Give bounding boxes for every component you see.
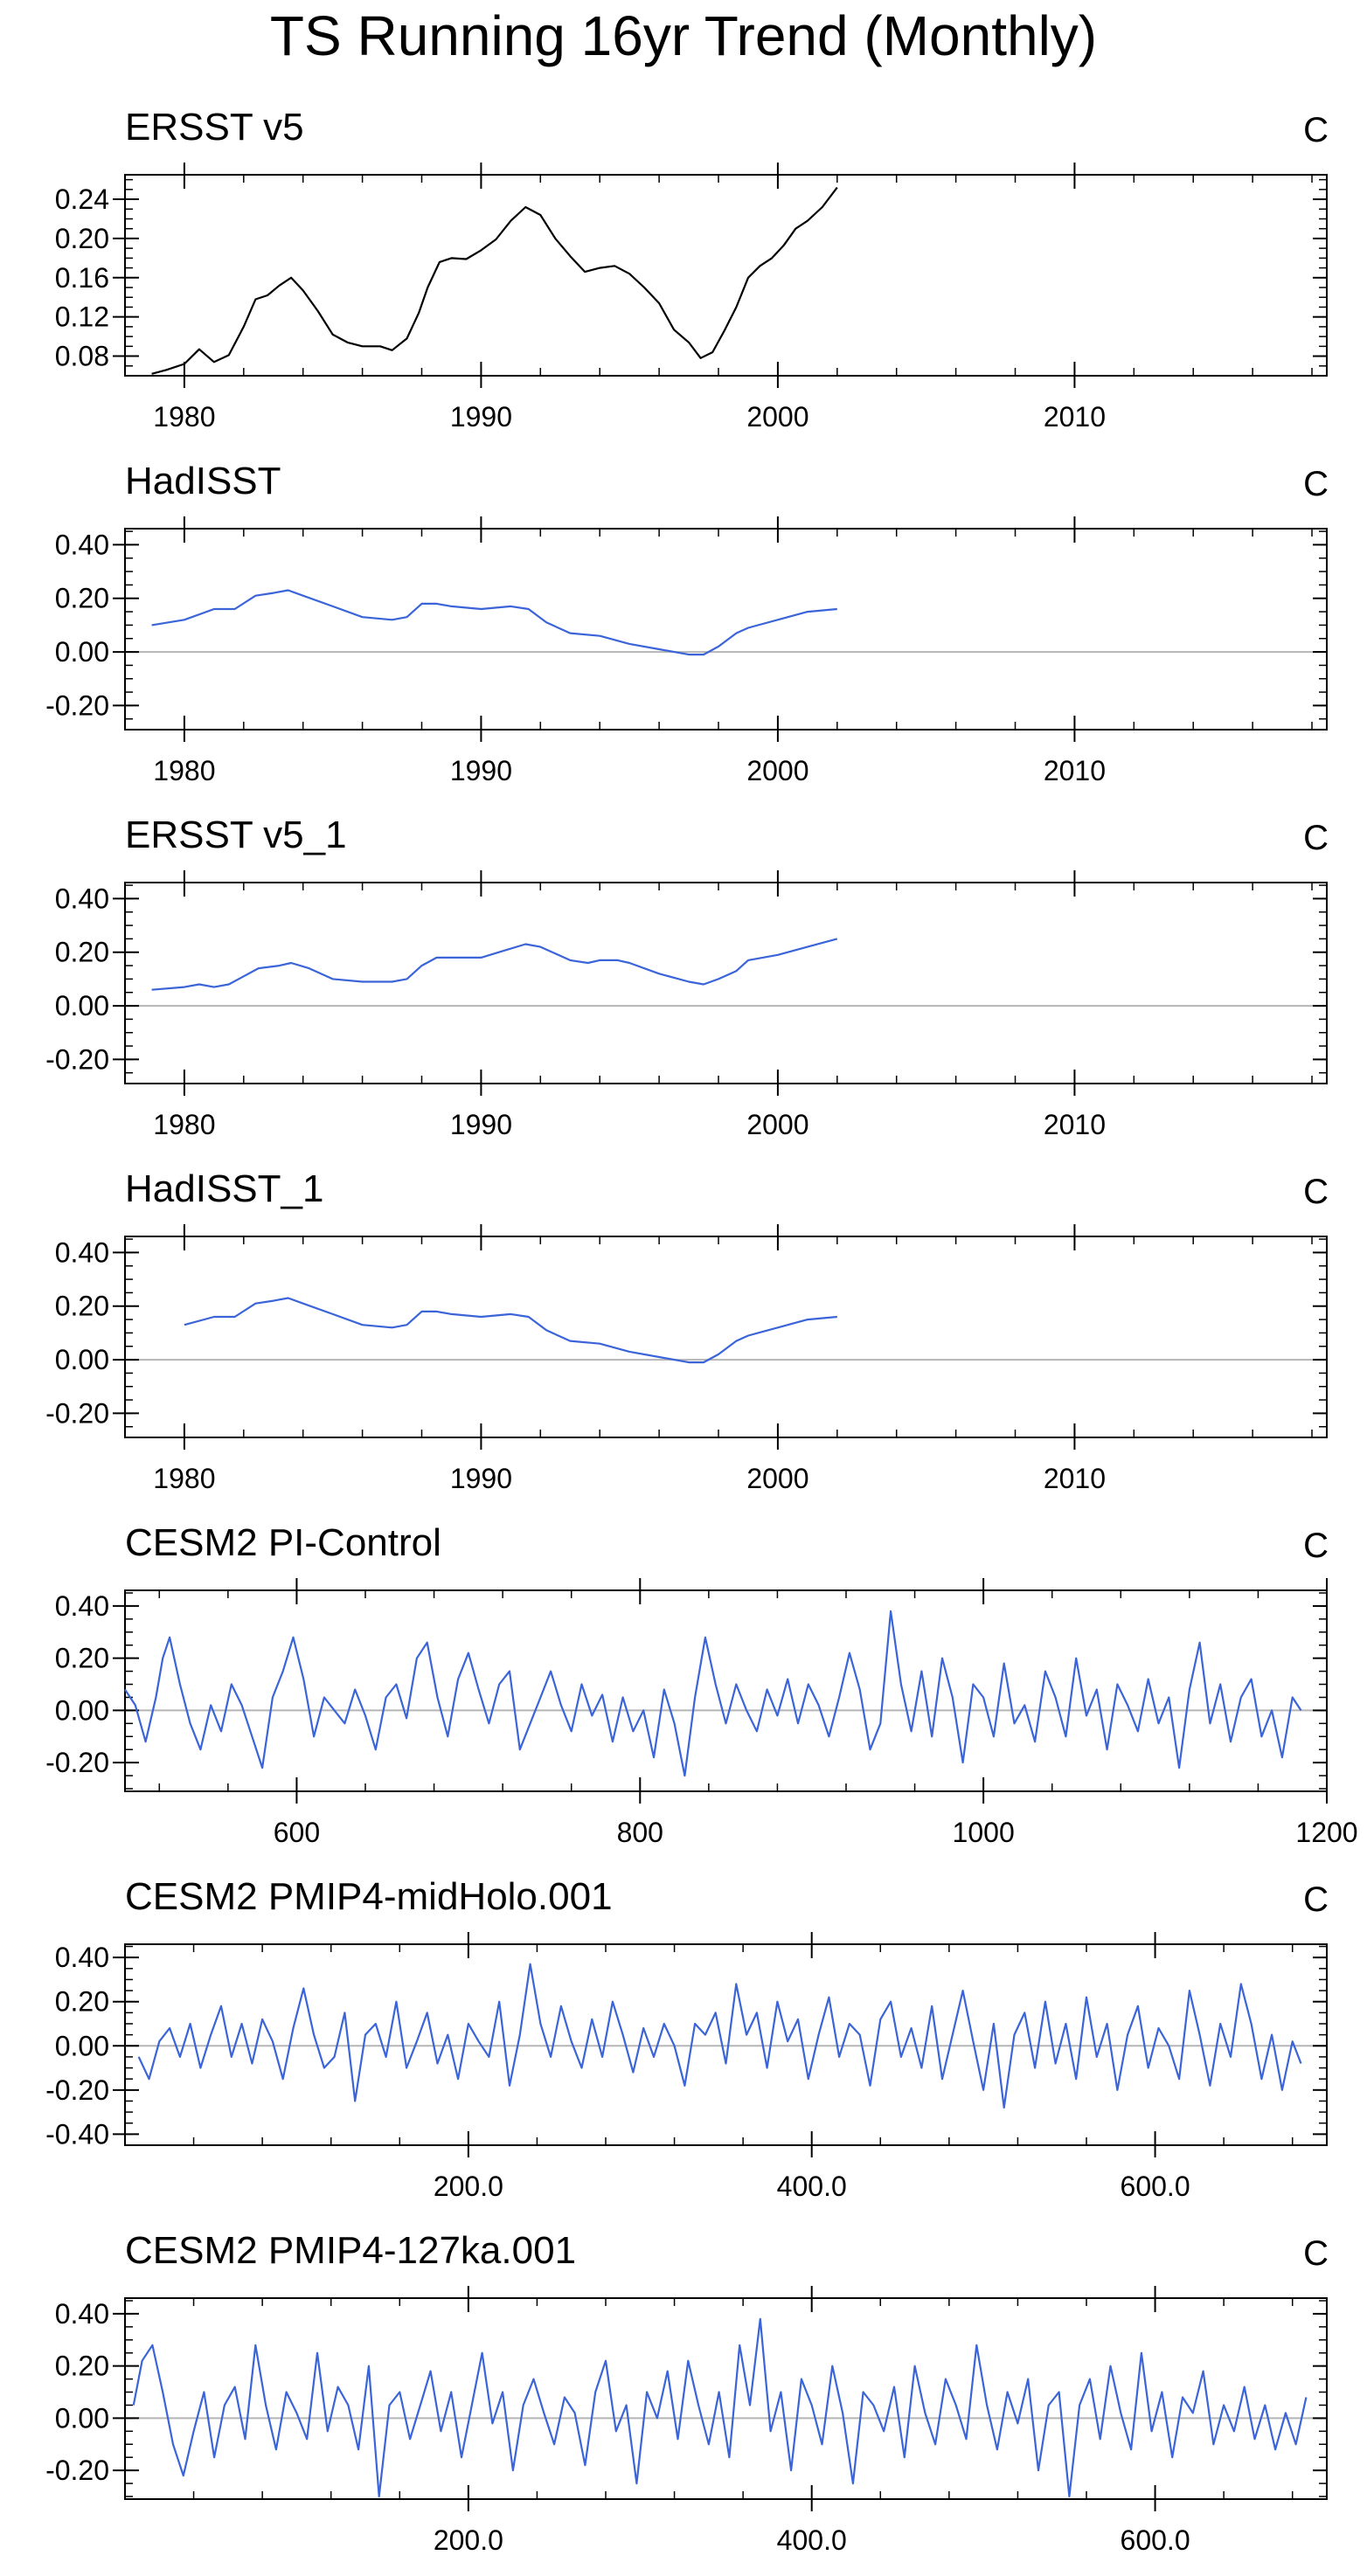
chart-title: HadISST_1: [125, 1167, 324, 1210]
x-tick-label: 1200: [1295, 1817, 1357, 1848]
x-tick-label: 600.0: [1121, 2171, 1190, 2202]
x-tick-label: 2010: [1044, 755, 1106, 786]
chart-panel-hadisst: HadISST C -0.20 0.00 0.20 0.40 1980 1990 2000 201…: [0, 402, 1367, 786]
y-tick-label: 0.12: [55, 301, 109, 333]
chart-title: ERSST v5_1: [125, 814, 347, 856]
y-tick-label: 0.00: [55, 1344, 109, 1375]
chart-title: HadISST: [125, 460, 281, 502]
x-tick-label: 1980: [153, 401, 215, 433]
y-tick-label: 0.40: [55, 2298, 109, 2330]
series-line: [151, 589, 837, 656]
plot-frame: [124, 174, 1328, 377]
x-tick-label: 1000: [953, 1817, 1015, 1848]
x-tick-label: 600.0: [1121, 2524, 1190, 2556]
chart-title: CESM2 PMIP4-127ka.001: [125, 2229, 577, 2272]
chart-units: C: [1303, 1173, 1329, 1211]
x-tick-label: 1990: [450, 1109, 512, 1140]
x-tick-label: 2000: [746, 401, 808, 433]
plot-frame: [124, 1943, 1328, 2146]
x-tick-label: 600: [274, 1817, 320, 1848]
plot-frame: [124, 1236, 1328, 1438]
chart-units: C: [1303, 819, 1329, 857]
x-tick-label: 1990: [450, 1463, 512, 1494]
page-title: TS Running 16yr Trend (Monthly): [269, 4, 1098, 67]
x-tick-label: 2000: [746, 1109, 808, 1140]
y-tick-label: 0.00: [55, 636, 109, 668]
x-tick-label: 2010: [1044, 1109, 1106, 1140]
x-tick-label: 2010: [1044, 1463, 1106, 1494]
y-tick-label: 0.40: [55, 1590, 109, 1622]
y-tick-label: -0.20: [45, 1043, 109, 1075]
y-tick-label: 0.16: [55, 262, 109, 294]
chart-svg: -0.20 0.00 0.20 0.40 1980 1990 2000 2010: [45, 1224, 1328, 1494]
y-tick-label: 0.20: [55, 2351, 109, 2382]
x-tick-label: 1980: [153, 1109, 215, 1140]
chart-panel-cesm2-pi-control: CESM2 PI-Control C -0.20 0.00 0.20 0.40 600 800…: [0, 1464, 1367, 1848]
x-tick-label: 800: [617, 1817, 663, 1848]
x-tick-label: 2000: [746, 1463, 808, 1494]
y-tick-label: 0.20: [55, 583, 109, 614]
plot-frame: [124, 528, 1328, 731]
y-tick-label: 0.40: [55, 1236, 109, 1268]
y-tick-label: 0.00: [55, 990, 109, 1021]
chart-panel-cesm2-pmip4-127ka-001: CESM2 PMIP4-127ka.001 C -0.20 0.00 0.20 0.40 2…: [0, 2171, 1367, 2556]
series-line: [184, 1297, 837, 1364]
y-tick-label: 0.20: [55, 223, 109, 254]
chart-svg: -0.40 -0.20 0.00 0.20 0.40 200.0 400.0 600.0: [45, 1932, 1328, 2202]
chart-units: C: [1303, 1527, 1329, 1565]
y-tick-label: -0.20: [45, 2074, 109, 2106]
y-tick-label: -0.20: [45, 1747, 109, 1778]
y-tick-label: 0.40: [55, 1942, 109, 1973]
chart-svg: 0.08 0.12 0.16 0.20 0.24 1980 1990 2000 2010: [55, 163, 1328, 433]
chart-title: CESM2 PMIP4-midHolo.001: [125, 1875, 613, 1918]
plot-frame: [124, 882, 1328, 1084]
y-tick-label: 0.40: [55, 883, 109, 914]
y-tick-label: 0.40: [55, 529, 109, 560]
x-tick-label: 200.0: [434, 2524, 503, 2556]
chart-panel-ersst-v5-1: ERSST v5_1 C -0.20 0.00 0.20 0.40 1980 1990 2000…: [0, 756, 1367, 1140]
x-tick-label: 1980: [153, 755, 215, 786]
y-tick-label: 0.00: [55, 1694, 109, 1726]
chart-title: CESM2 PI-Control: [125, 1521, 441, 1564]
chart-svg: -0.20 0.00 0.20 0.40 200.0 400.0 600.0: [45, 2286, 1328, 2556]
series-line: [132, 2317, 1308, 2498]
y-tick-label: 0.20: [55, 1643, 109, 1674]
y-tick-label: 0.00: [55, 2402, 109, 2434]
chart-svg: -0.20 0.00 0.20 0.40 1980 1990 2000 2010: [45, 516, 1328, 786]
chart-panel-hadisst-1: HadISST_1 C -0.20 0.00 0.20 0.40 1980 1990 2000 2…: [0, 1110, 1367, 1494]
y-tick-label: -0.40: [45, 2118, 109, 2150]
x-tick-label: 400.0: [777, 2524, 847, 2556]
y-tick-label: 0.20: [55, 1291, 109, 1322]
x-tick-label: 200.0: [434, 2171, 503, 2202]
y-tick-label: 0.00: [55, 2030, 109, 2061]
series-line: [151, 938, 838, 991]
series-line: [124, 1610, 1302, 1777]
y-tick-label: 0.20: [55, 937, 109, 968]
x-tick-label: 1980: [153, 1463, 215, 1494]
y-tick-label: -0.20: [45, 1397, 109, 1429]
y-tick-label: -0.20: [45, 2455, 109, 2486]
series-line: [151, 186, 838, 375]
y-tick-label: -0.20: [45, 689, 109, 721]
x-tick-label: 1990: [450, 755, 512, 786]
plot-frame: [124, 2297, 1328, 2500]
chart-units: C: [1303, 2234, 1329, 2273]
chart-units: C: [1303, 1880, 1329, 1919]
x-tick-label: 2010: [1044, 401, 1106, 433]
chart-title: ERSST v5: [125, 106, 304, 149]
series-line: [137, 1963, 1302, 2109]
y-tick-label: 0.24: [55, 184, 109, 215]
x-tick-label: 1990: [450, 401, 512, 433]
chart-svg: -0.20 0.00 0.20 0.40 600 800 1000 1200: [45, 1578, 1358, 1848]
chart-panel-cesm2-pmip4-midholo-001: CESM2 PMIP4-midHolo.001 C -0.40 -0.20 0.00 0.…: [0, 1818, 1367, 2202]
x-tick-label: 2000: [746, 755, 808, 786]
chart-panel-ersst-v5: ERSST v5 C 0.08 0.12 0.16 0.20 0.24 1980 1990 200…: [0, 48, 1367, 433]
chart-units: C: [1303, 111, 1329, 149]
y-tick-label: 0.08: [55, 341, 109, 372]
x-tick-label: 400.0: [777, 2171, 847, 2202]
chart-units: C: [1303, 465, 1329, 503]
y-tick-label: 0.20: [55, 1986, 109, 2018]
chart-svg: -0.20 0.00 0.20 0.40 1980 1990 2000 2010: [45, 870, 1328, 1140]
